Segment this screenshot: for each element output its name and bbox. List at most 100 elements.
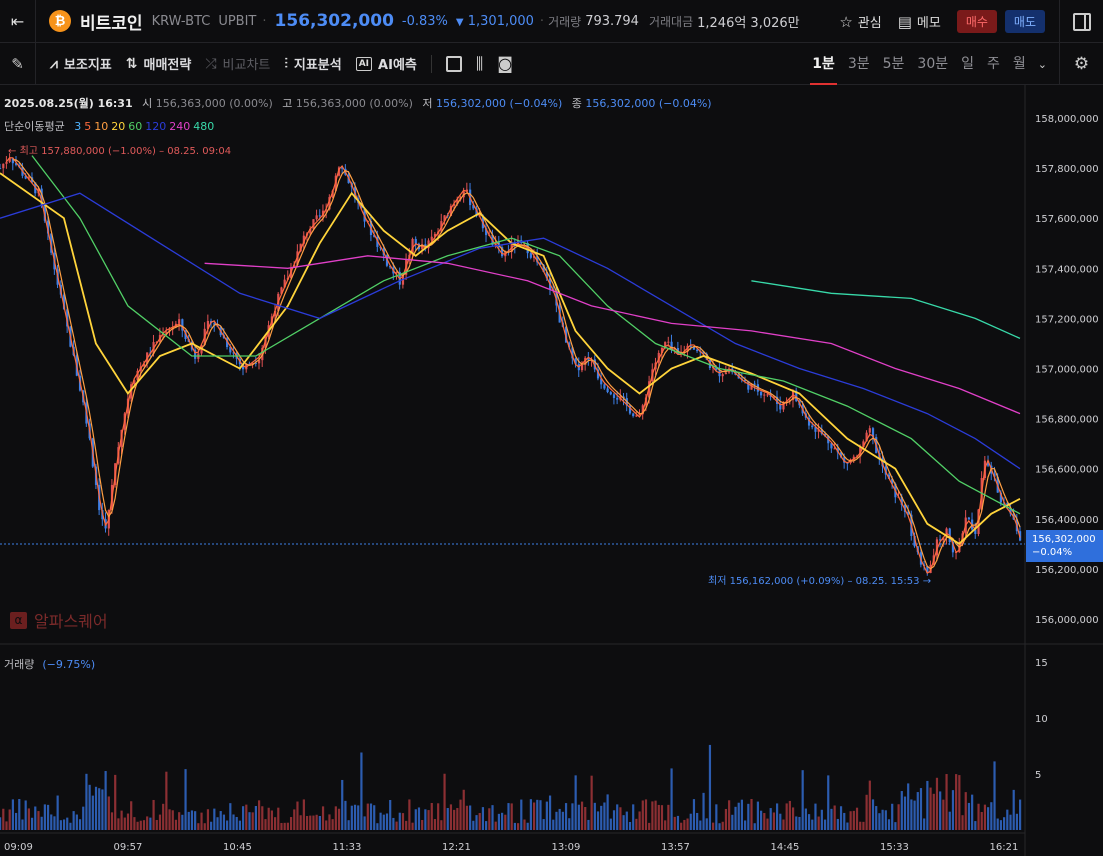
interval-month[interactable]: 월 [1012,56,1026,72]
candle-body [443,215,446,222]
change-percent: -0.83% [401,13,448,29]
volume-bar [839,806,843,830]
ohlc-datetime: 2025.08.25(월) 16:31 [4,97,133,110]
interval-week[interactable]: 주 [987,56,1000,72]
watch-label: 관심 [857,16,882,31]
tool-label: 보조지표 [63,58,112,73]
sell-button[interactable]: 매도 [1004,10,1045,33]
tool-label: 지표분석 [293,58,342,73]
time-tick-label: 12:21 [442,842,471,853]
candle-body [632,413,635,417]
memo-button[interactable]: ▤ 메모 [898,12,941,32]
candle-body [11,158,14,164]
square-chart-icon[interactable] [445,55,462,72]
ma-legend[interactable]: 단순이동평균 3 5 10 20 60 120 240 480 [4,118,214,134]
candle-body [823,433,827,436]
interval-30m[interactable]: 30분 [917,56,949,72]
volume-bar [213,808,216,830]
volume-bar [731,814,734,830]
candle-body [389,265,392,268]
volume-bar [414,809,417,830]
volume-bar [389,799,392,830]
volume-bar [574,775,577,830]
candle-body [331,190,334,198]
volume-bar [437,803,440,830]
candle-body [721,374,724,377]
volume-bar [318,816,321,830]
side-panel-toggle[interactable] [1059,0,1103,43]
interval-3m[interactable]: 3분 [847,56,870,72]
volume-bar [142,820,146,830]
tool-compare[interactable]: ⤮ 비교차트 [205,54,270,74]
candle-body [913,535,916,547]
candle-body [2,163,5,169]
volume-bar [21,819,24,830]
candle-body [430,236,433,241]
candle-body [795,390,798,402]
volume-bar [206,809,210,830]
candle-body [638,414,641,416]
volume-bar [85,773,88,830]
candle-body [545,272,548,279]
exchange-name: UPBIT [218,13,257,29]
volume-tick-label: 15 [1035,658,1048,669]
low-annotation: 최저 156,162,000 (+0.09%) – 08.25. 15:53 → [708,572,931,587]
volume-bar [660,805,664,830]
buy-button[interactable]: 매수 [956,10,997,33]
price-chart[interactable]: 158,000,000 157,800,000 157,600,000 157,400… [0,85,1103,856]
tool-indicators[interactable]: ⩘ 보조지표 [50,54,112,74]
candle-body [772,396,775,398]
price-tick-label: 156,400,000 [1035,515,1099,526]
volume-bar [456,808,459,830]
watch-button[interactable]: ☆ 관심 [839,12,882,32]
candle-body [724,372,728,375]
volume-bar [98,788,101,830]
volume-bar [689,813,692,830]
candle-body [516,240,520,246]
volume-bar [983,804,987,830]
interval-5m[interactable]: 5분 [882,56,905,72]
candle-body [935,539,939,556]
interval-day[interactable]: 일 [961,56,974,72]
volume-bar [923,818,926,830]
volume-bar [302,799,305,830]
tool-ai-predict[interactable]: AI AI예측 [355,54,417,73]
volume-bar [619,807,622,830]
volume-bar [78,819,82,830]
volume-bar [11,799,14,830]
candle-body [763,394,766,396]
volume-bar [584,806,587,830]
drawing-tool-button[interactable]: ✎ [0,42,36,85]
candle-body [178,319,181,324]
ma-period-3: 3 [74,120,82,133]
candle-body [299,243,302,252]
volume-bar [469,805,472,830]
volume-bar [430,802,433,830]
volume-bar [811,819,814,830]
candle-body [564,326,568,343]
volume-bar [120,810,123,830]
tool-analysis[interactable]: ⫶ 지표분석 [284,54,342,74]
candlestick-icon[interactable]: ⫼ [475,53,484,73]
volume-bar [788,800,791,830]
chevron-down-icon[interactable]: ⌄ [1037,57,1047,71]
candle-body [689,345,692,347]
candle-body [587,357,590,360]
camera-icon[interactable]: ◙ [497,54,513,73]
interval-1m[interactable]: 1분 [810,43,837,85]
close-label: 종 [571,97,582,110]
volume-bar [245,804,248,830]
tool-strategy[interactable]: ⇅ 매매전략 [126,54,192,74]
back-button[interactable]: ⇤ [0,0,36,43]
volume-bar [878,813,881,830]
candle-body [337,167,341,176]
volume-bar [171,810,174,830]
candle-body [951,542,955,553]
candle-body [612,394,616,398]
candle-body [766,394,769,396]
settings-button[interactable]: ⚙ [1059,43,1103,85]
volume-bar [571,803,574,830]
candle-body [600,378,603,385]
volume-bar [369,803,373,830]
volume-bar [846,822,849,830]
